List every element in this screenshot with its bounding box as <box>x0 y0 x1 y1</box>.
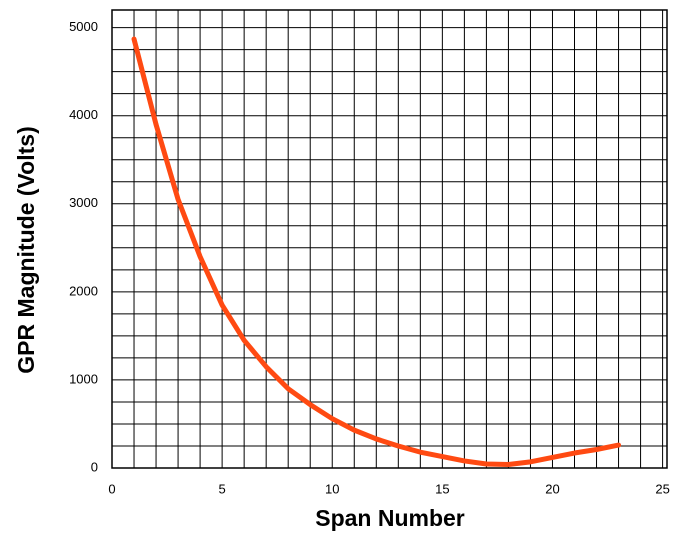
y-tick-label: 4000 <box>69 107 98 122</box>
y-tick-label: 0 <box>91 459 98 474</box>
y-tick-label: 1000 <box>69 371 98 386</box>
y-tick-label: 5000 <box>69 19 98 34</box>
y-axis-title: GPR Magnitude (Volts) <box>13 126 39 373</box>
x-tick-label: 5 <box>219 481 226 496</box>
x-tick-label: 10 <box>325 481 339 496</box>
y-tick-label: 3000 <box>69 195 98 210</box>
x-axis-title: Span Number <box>315 505 465 531</box>
x-tick-label: 15 <box>435 481 449 496</box>
data-line <box>131 36 622 467</box>
y-tick-label: 2000 <box>69 283 98 298</box>
x-tick-label: 20 <box>545 481 559 496</box>
x-tick-label: 25 <box>655 481 669 496</box>
x-tick-label: 0 <box>108 481 115 496</box>
